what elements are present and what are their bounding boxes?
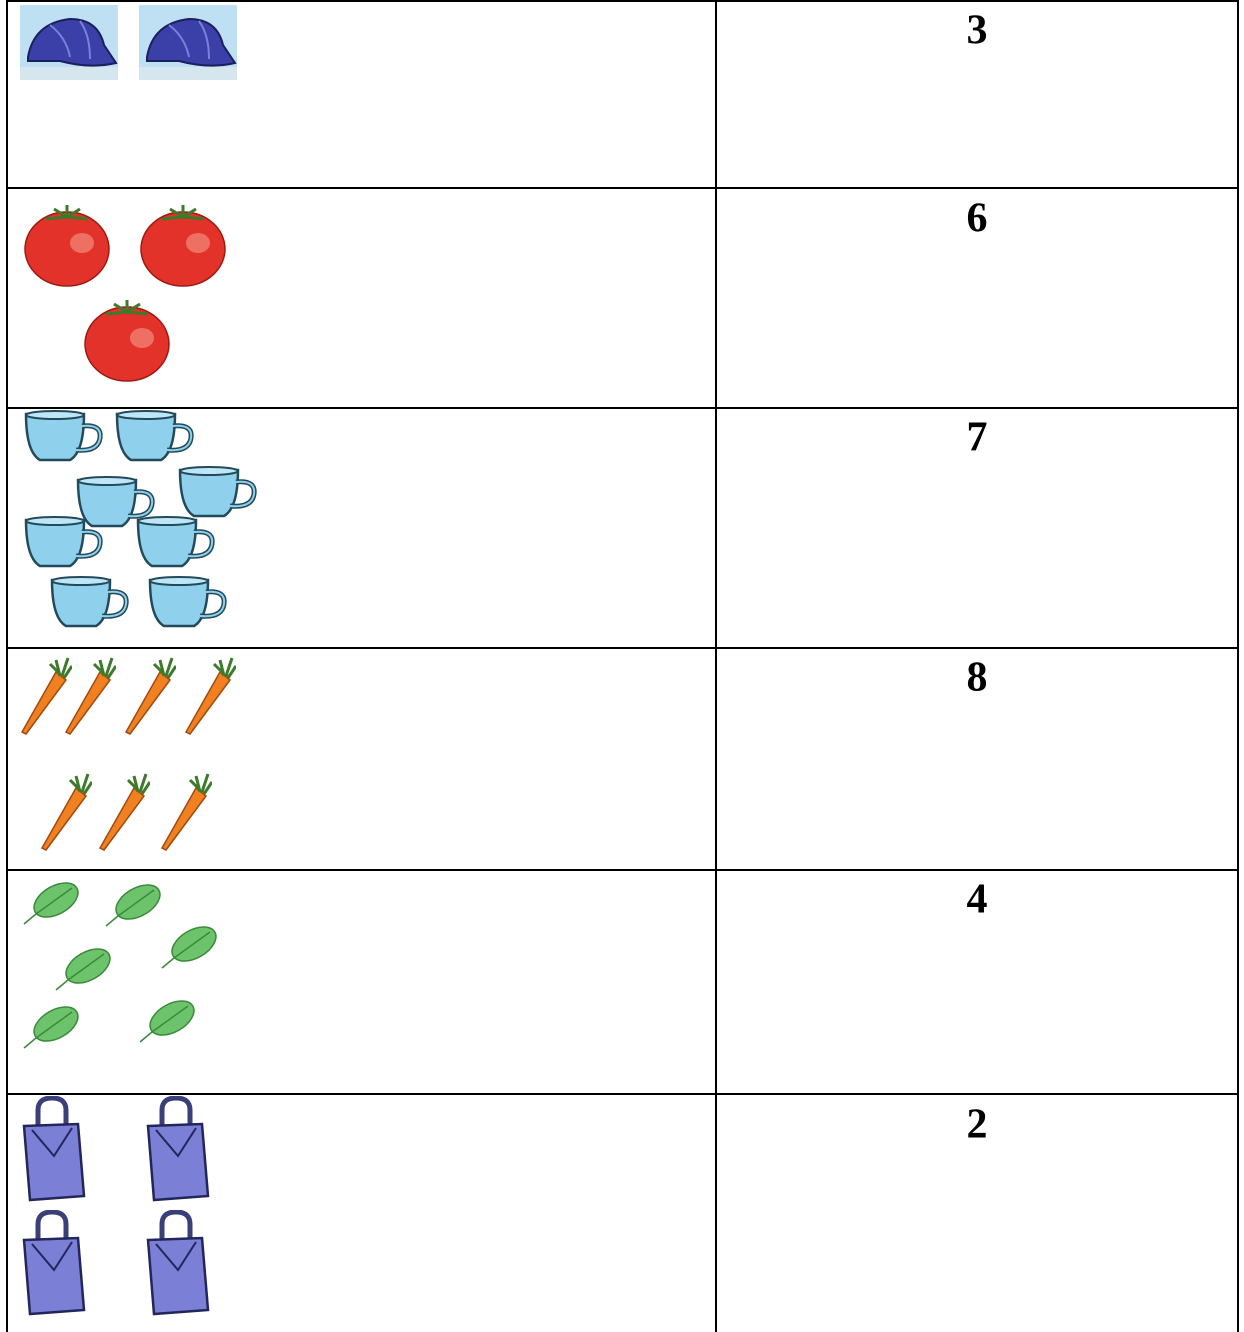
bags: [24, 1098, 208, 1314]
cap-icon: [20, 5, 118, 80]
carrot-icon: [160, 772, 212, 852]
carrot-icon: [64, 656, 116, 736]
caps: [20, 5, 237, 80]
leaf-icon: [23, 878, 82, 925]
carrot-icon: [20, 656, 72, 736]
bag-icon: [24, 1098, 84, 1200]
leaf-icon: [105, 880, 164, 927]
leaf-icon: [161, 922, 220, 969]
tomatoes: [24, 205, 226, 382]
cups: [26, 411, 254, 626]
leaves: [23, 878, 220, 1049]
cup-icon: [138, 517, 212, 566]
count-number: 8: [967, 655, 988, 701]
carrot-icon: [98, 772, 150, 852]
carrots: [20, 656, 236, 852]
cup-icon: [52, 577, 126, 626]
cup-icon: [180, 467, 254, 516]
bag-icon: [148, 1098, 208, 1200]
cap-icon: [139, 5, 237, 80]
carrot-icon: [40, 772, 92, 852]
carrot-icon: [184, 656, 236, 736]
cup-icon: [26, 411, 100, 460]
tomato-icon: [140, 205, 226, 287]
leaf-icon: [23, 1002, 82, 1049]
count-number: 7: [967, 415, 988, 461]
count-number: 2: [967, 1102, 988, 1148]
leaf-icon: [139, 996, 198, 1043]
bag-icon: [24, 1212, 84, 1314]
count-number: 6: [967, 196, 988, 242]
carrot-icon: [124, 656, 176, 736]
tomato-icon: [24, 205, 110, 287]
cup-icon: [150, 577, 224, 626]
table-grid: [6, 0, 1239, 1332]
count-number: 4: [967, 877, 988, 923]
tomato-icon: [84, 300, 170, 382]
bag-icon: [148, 1212, 208, 1314]
count-number: 3: [967, 8, 988, 54]
cup-icon: [117, 411, 191, 460]
numbers: 3 6 7 8 4 2: [967, 8, 988, 1148]
leaf-icon: [55, 944, 114, 991]
